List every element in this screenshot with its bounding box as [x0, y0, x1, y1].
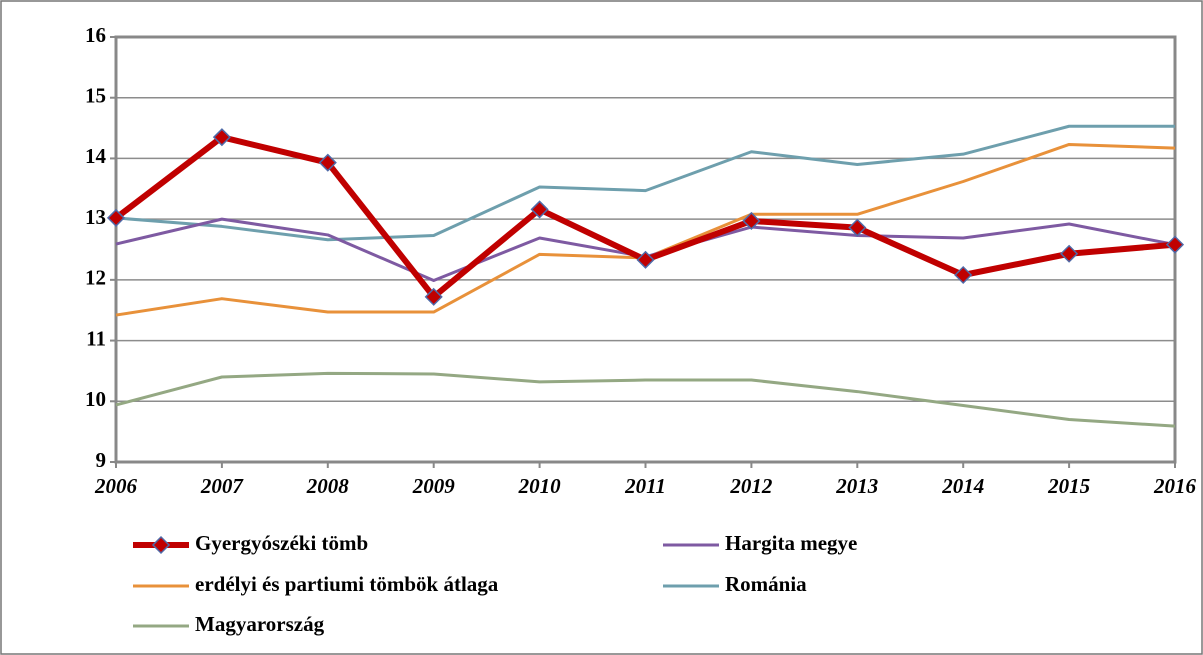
- data-marker: [1060, 244, 1079, 263]
- series-line: [115, 371, 1176, 428]
- x-tick-label: 2009: [412, 474, 456, 498]
- legend-label: Gyergyószéki tömb: [195, 531, 368, 555]
- x-tick-label: 2015: [1047, 474, 1090, 498]
- x-tick-label: 2006: [94, 474, 138, 498]
- x-tick-label: 2008: [306, 474, 350, 498]
- legend-label: Hargita megye: [725, 531, 857, 555]
- x-tick-label: 2012: [729, 474, 773, 498]
- x-tick-label: 2013: [835, 474, 878, 498]
- x-tick-label: 2016: [1153, 474, 1197, 498]
- data-marker: [848, 218, 867, 237]
- legend-marker: [151, 535, 171, 555]
- data-marker: [106, 208, 126, 227]
- legend-label: Magyarország: [195, 612, 325, 636]
- data-marker: [424, 287, 443, 306]
- legend-label: Románia: [725, 572, 807, 596]
- y-tick-label: 12: [85, 266, 106, 290]
- data-marker: [318, 153, 337, 172]
- y-tick-label: 10: [85, 387, 106, 411]
- data-marker: [954, 265, 973, 285]
- data-marker: [530, 200, 549, 219]
- data-marker: [742, 211, 761, 231]
- y-tick-label: 14: [85, 144, 107, 168]
- y-tick-label: 9: [96, 448, 107, 472]
- legend-label: erdélyi és partiumi tömbök átlaga: [195, 572, 499, 596]
- y-tick-label: 16: [85, 23, 106, 47]
- data-marker: [212, 128, 231, 147]
- x-tick-label: 2011: [624, 474, 666, 498]
- x-tick-label: 2014: [941, 474, 984, 498]
- y-tick-label: 15: [85, 84, 106, 108]
- y-tick-label: 11: [86, 326, 106, 350]
- data-marker: [636, 250, 655, 269]
- series-line: [115, 124, 1175, 242]
- y-tick-label: 13: [85, 205, 106, 229]
- data-marker: [1165, 235, 1185, 254]
- x-tick-label: 2007: [200, 474, 245, 498]
- x-tick-label: 2010: [518, 474, 562, 498]
